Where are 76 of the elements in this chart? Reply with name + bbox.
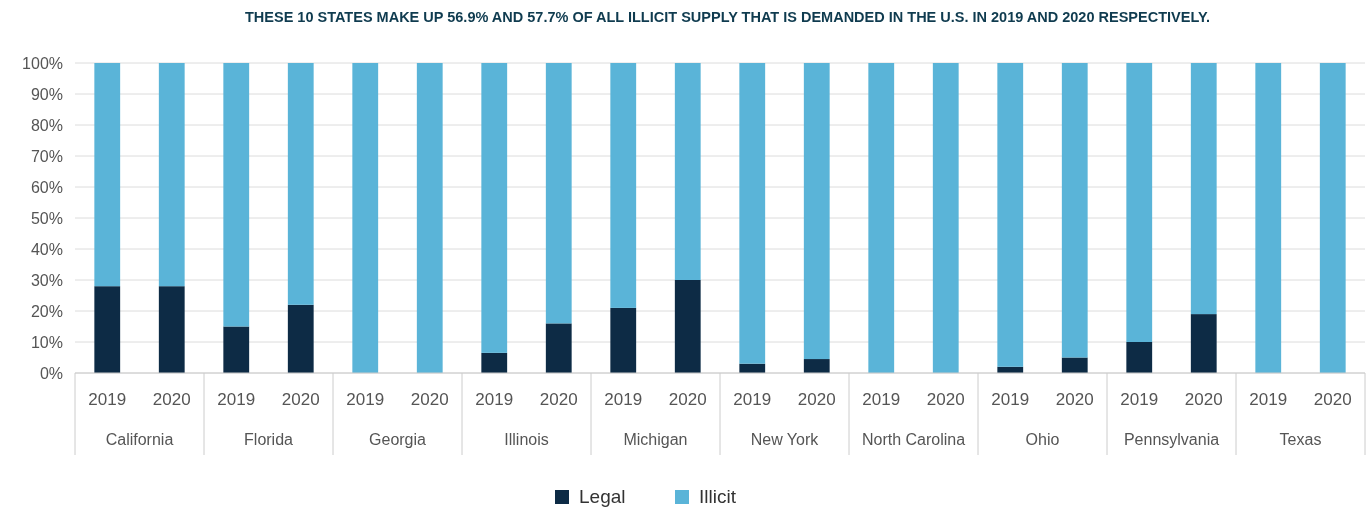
bar [287,304,314,373]
x-tick-label: 2020 [539,390,578,409]
text: New York [750,431,820,448]
bar [352,63,379,373]
bar [674,63,701,280]
bar [223,326,250,373]
x-tick-label: 2019 [1249,390,1288,409]
bar [545,63,572,324]
text: Michigan [623,431,688,448]
bar [803,63,830,360]
x-tick-label: 2019 [217,390,256,409]
bar [1061,63,1088,358]
x-tick-label: 2020 [668,390,707,409]
bar [1126,342,1153,373]
bar [158,63,185,287]
bar [158,286,185,373]
chart-title: THESE 10 STATES MAKE UP 56.9% AND 57.7% OF ALL ILLICIT SUPPLY THAT IS DEMANDED IN THE U.S. IN 2019 AND 2020 RESPECTIVELY. [244,9,1211,25]
x-tick-label: 2019 [475,390,514,409]
text: Florida [244,431,294,448]
y-tick-label: 30% [30,271,63,289]
text: Pennsylvania [1123,431,1220,448]
bar [803,359,830,373]
y-tick-label: 50% [30,209,63,227]
x-tick-label: 2019 [862,390,901,409]
text: Georgia [369,431,427,448]
bar [739,63,766,364]
bar [1190,314,1217,373]
x-tick-label: 2019 [88,390,127,409]
legend-label: Legal [579,486,626,507]
x-tick-label: 2020 [1313,390,1352,409]
bar [416,63,443,373]
x-tick-label: 2020 [926,390,965,409]
x-tick-label: 2019 [346,390,385,409]
bar [287,63,314,305]
bar [1190,63,1217,315]
x-tick-label: 2020 [152,390,191,409]
legend-label: Illicit [699,486,737,507]
bar [1319,63,1346,373]
y-tick-label: 100% [22,54,63,72]
x-tick-label: 2020 [281,390,320,409]
text: Illinois [504,431,549,448]
x-tick-label: 2019 [604,390,643,409]
text: North Carolina [861,431,966,448]
x-tick-label: 2020 [1055,390,1094,409]
bar [223,63,250,327]
bar [674,280,701,373]
bar [545,323,572,373]
y-tick-label: 20% [30,302,63,320]
y-tick-label: 0% [39,364,63,382]
y-tick-label: 70% [30,147,63,165]
y-tick-label: 60% [30,178,63,196]
y-tick-label: 40% [30,240,63,258]
bar [1255,63,1282,373]
text: Ohio [1025,431,1060,448]
bar [997,63,1024,367]
x-tick-label: 2020 [410,390,449,409]
bar [1126,63,1153,342]
bar [481,352,508,373]
text: California [105,431,174,448]
bar [1061,357,1088,373]
bar [94,286,121,373]
y-tick-label: 80% [30,116,63,134]
x-tick-label: 2020 [797,390,836,409]
bar [610,307,637,373]
y-tick-label: 90% [30,85,63,103]
bar [481,63,508,353]
bar [94,63,121,287]
bar [868,63,895,373]
text: Texas [1279,431,1322,448]
bar [932,63,959,373]
x-tick-label: 2019 [1120,390,1159,409]
y-tick-label: 10% [30,333,63,351]
bar [610,63,637,308]
x-tick-label: 2019 [991,390,1030,409]
x-tick-label: 2020 [1184,390,1223,409]
x-tick-label: 2019 [733,390,772,409]
